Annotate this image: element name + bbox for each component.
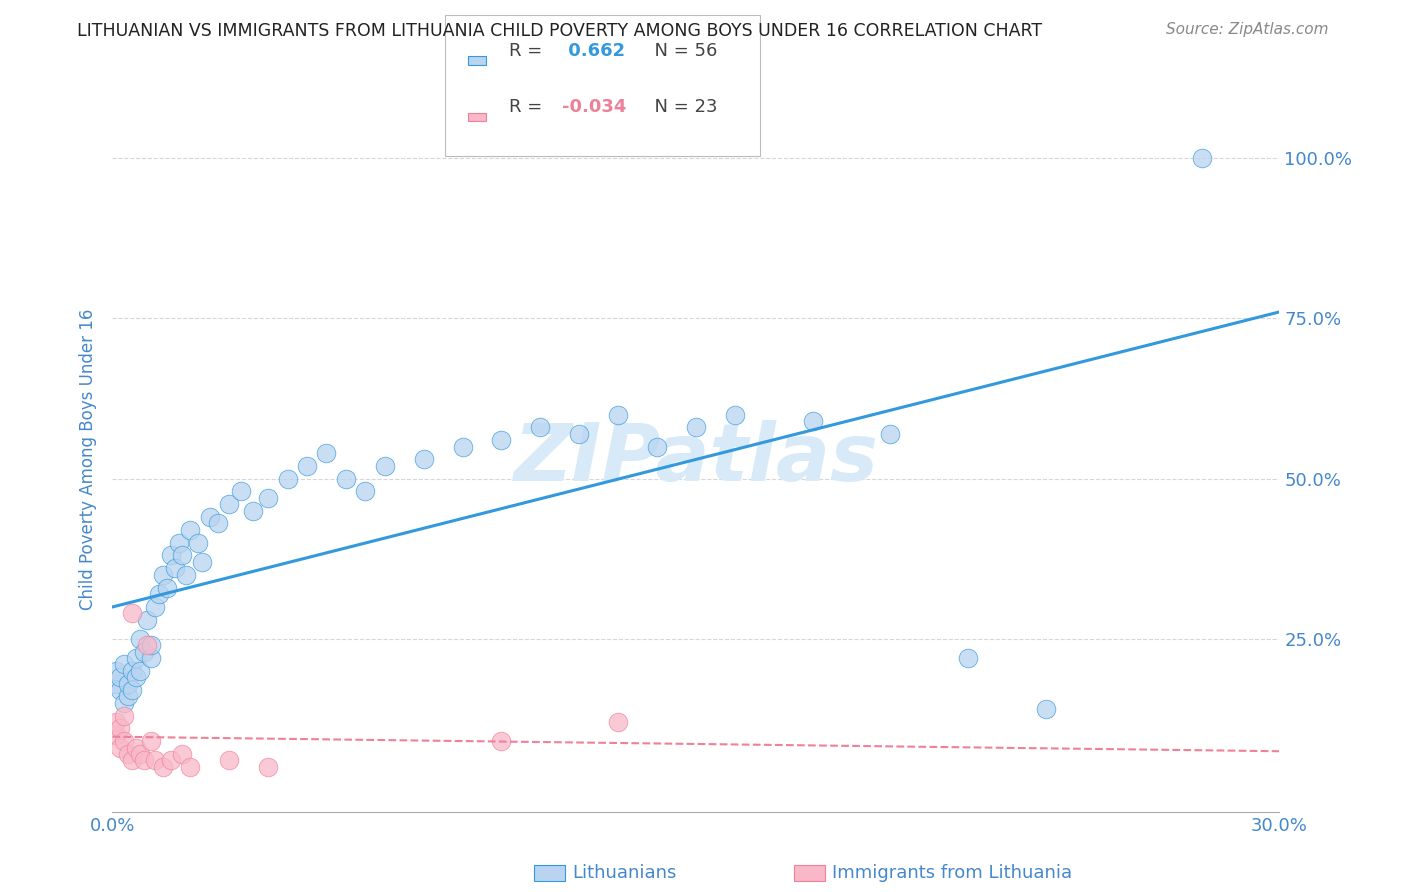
Point xyxy=(335,472,357,486)
Point xyxy=(374,458,396,473)
Point xyxy=(957,651,980,665)
Point xyxy=(132,644,155,658)
FancyBboxPatch shape xyxy=(468,56,486,65)
Point xyxy=(117,690,139,704)
Point xyxy=(112,708,135,723)
Y-axis label: Child Poverty Among Boys Under 16: Child Poverty Among Boys Under 16 xyxy=(79,309,97,610)
Point xyxy=(136,638,159,652)
FancyBboxPatch shape xyxy=(468,112,486,121)
Point xyxy=(242,503,264,517)
Point xyxy=(229,484,252,499)
Point xyxy=(121,606,143,620)
Point xyxy=(112,657,135,672)
Text: Lithuanians: Lithuanians xyxy=(572,864,676,882)
Point xyxy=(160,549,183,563)
Point xyxy=(110,722,132,736)
Point xyxy=(724,408,747,422)
Point xyxy=(112,696,135,710)
Point xyxy=(132,754,155,768)
Point xyxy=(163,561,186,575)
Point xyxy=(354,484,377,499)
Point xyxy=(568,426,591,441)
Point xyxy=(179,523,201,537)
Point xyxy=(207,516,229,531)
Point xyxy=(112,734,135,748)
Point xyxy=(141,638,163,652)
Point xyxy=(1035,702,1057,716)
Point xyxy=(491,734,513,748)
Text: N = 23: N = 23 xyxy=(644,98,718,116)
Point xyxy=(491,433,513,447)
Point xyxy=(125,670,148,684)
Point xyxy=(167,535,190,549)
Point xyxy=(110,740,132,755)
Text: LITHUANIAN VS IMMIGRANTS FROM LITHUANIA CHILD POVERTY AMONG BOYS UNDER 16 CORREL: LITHUANIAN VS IMMIGRANTS FROM LITHUANIA … xyxy=(77,22,1042,40)
Point xyxy=(645,440,668,454)
Point xyxy=(315,446,337,460)
Text: ZIPatlas: ZIPatlas xyxy=(513,420,879,499)
Point xyxy=(187,535,209,549)
Point xyxy=(879,426,901,441)
Point xyxy=(1191,151,1213,165)
Point xyxy=(128,632,150,646)
Point xyxy=(128,664,150,678)
Point xyxy=(121,664,143,678)
Point xyxy=(685,420,707,434)
Point xyxy=(152,760,174,774)
Point xyxy=(121,754,143,768)
Point xyxy=(801,414,824,428)
Point xyxy=(172,549,194,563)
Point xyxy=(125,651,148,665)
Point xyxy=(176,567,198,582)
Point xyxy=(152,567,174,582)
Text: R =: R = xyxy=(509,42,548,60)
Point xyxy=(136,613,159,627)
Point xyxy=(218,497,240,511)
Point xyxy=(412,452,434,467)
Point xyxy=(295,458,318,473)
Text: Immigrants from Lithuania: Immigrants from Lithuania xyxy=(832,864,1073,882)
Point xyxy=(110,670,132,684)
Point xyxy=(179,760,201,774)
Point xyxy=(105,664,128,678)
Point xyxy=(141,734,163,748)
Point xyxy=(117,676,139,690)
Text: R =: R = xyxy=(509,98,548,116)
Point xyxy=(191,555,214,569)
Point xyxy=(529,420,551,434)
Point xyxy=(125,740,148,755)
Point xyxy=(257,491,280,505)
Point xyxy=(105,714,128,729)
Point xyxy=(156,581,179,595)
Point xyxy=(141,651,163,665)
Point xyxy=(121,683,143,698)
Point xyxy=(105,728,128,742)
Text: Source: ZipAtlas.com: Source: ZipAtlas.com xyxy=(1166,22,1329,37)
Point xyxy=(172,747,194,761)
Text: N = 56: N = 56 xyxy=(644,42,718,60)
Point xyxy=(143,754,166,768)
Point xyxy=(128,747,150,761)
Point xyxy=(607,408,630,422)
Point xyxy=(110,683,132,698)
Point xyxy=(105,676,128,690)
Point xyxy=(143,599,166,614)
Point xyxy=(451,440,474,454)
FancyBboxPatch shape xyxy=(446,15,761,156)
Text: 0.662: 0.662 xyxy=(562,42,624,60)
Point xyxy=(148,587,170,601)
Point xyxy=(276,472,298,486)
Point xyxy=(160,754,183,768)
Point xyxy=(607,714,630,729)
Point xyxy=(198,510,221,524)
Text: -0.034: -0.034 xyxy=(562,98,626,116)
Point xyxy=(218,754,240,768)
Point xyxy=(117,747,139,761)
Point xyxy=(257,760,280,774)
